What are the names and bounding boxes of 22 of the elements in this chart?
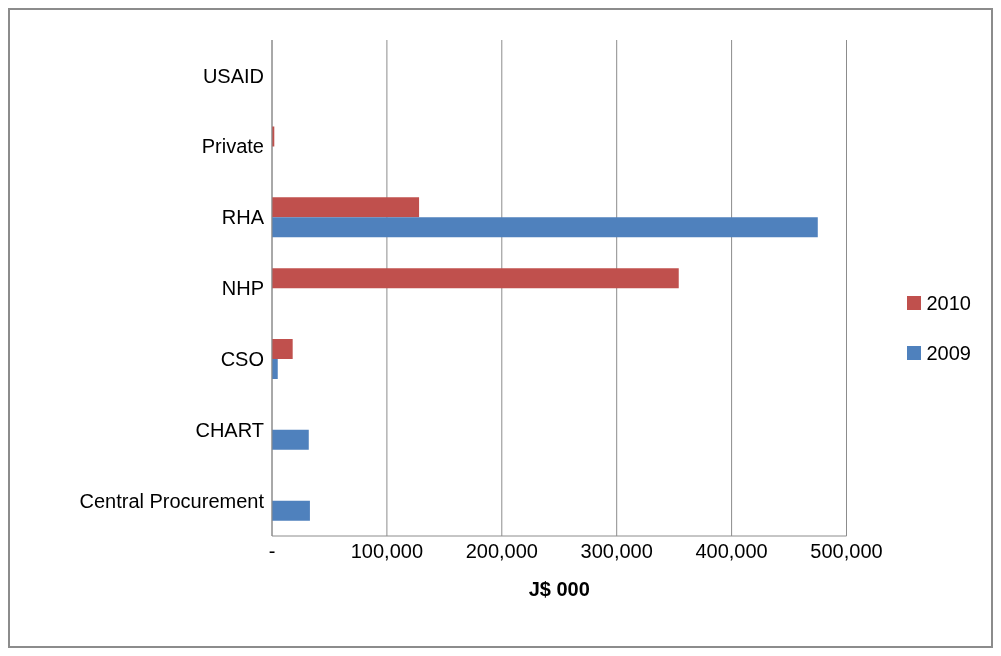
x-tick-label: 500,000 <box>810 540 883 563</box>
bar <box>272 500 310 521</box>
y-tick-label: NHP <box>221 277 264 300</box>
bar <box>272 217 818 238</box>
y-tick-label: Private <box>201 135 264 158</box>
y-tick-label: Central Procurement <box>79 489 265 512</box>
y-tick-label: RHA <box>221 206 265 229</box>
legend-label: 2010 <box>926 291 971 316</box>
bar <box>272 268 679 289</box>
legend-label: 2009 <box>926 341 971 366</box>
x-axis-title: J$ 000 <box>528 578 590 600</box>
y-tick-label: CSO <box>220 347 264 370</box>
y-tick-label: USAID <box>202 64 264 87</box>
bar <box>272 197 420 218</box>
x-tick-label: 400,000 <box>695 540 768 563</box>
x-tick-label: 100,000 <box>350 540 424 563</box>
bar <box>272 429 309 450</box>
x-tick-label: 300,000 <box>580 540 653 563</box>
x-tick-label: - <box>268 540 276 563</box>
bar <box>272 339 293 360</box>
x-tick-label: 200,000 <box>465 540 538 563</box>
y-tick-label: CHART <box>195 418 264 441</box>
